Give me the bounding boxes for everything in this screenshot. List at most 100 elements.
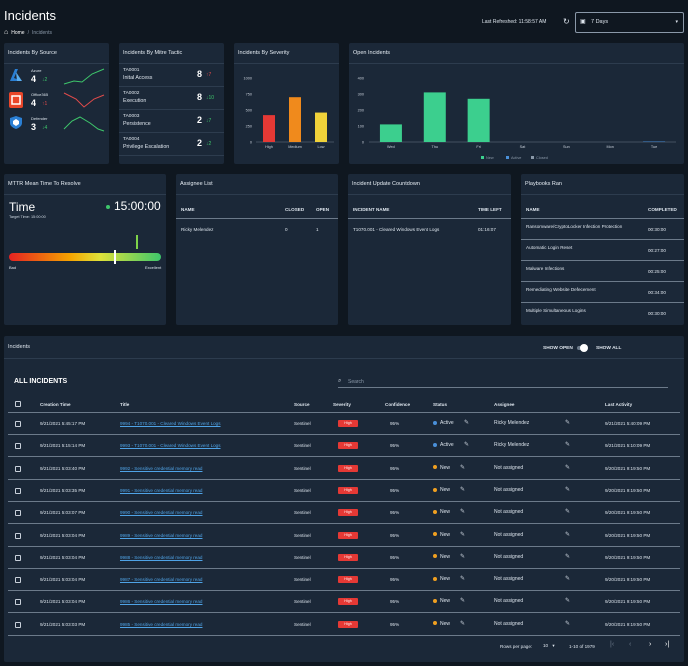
table-row[interactable]: 9/21/2021 5:03:07 PM 9990 - Sensitive cre… [8,502,680,525]
show-open-toggle[interactable] [577,344,588,352]
col-time-left: TIME LEFT [478,207,502,212]
assignee: Not assigned [494,531,524,538]
next-page-icon[interactable]: › [649,641,652,648]
calendar-icon: ▣ [580,19,586,25]
source-count: 4 [31,74,37,84]
countdown-incident: T1070.001 - Cleared Windows Event Logs [353,227,440,232]
last-refreshed: Last Refreshed: 11:58:57 AM [482,19,547,25]
date-range-select[interactable]: ▣ 7 Days ▾ [575,12,684,33]
row-checkbox[interactable] [15,443,21,450]
col-header[interactable]: Creation Time [40,402,71,407]
table-row[interactable]: 9/21/2021 5:03:03 PM 9985 - Sensitive cre… [8,614,680,636]
incident-title-link[interactable]: 9994 - T1070.001 - Cleared Windows Event… [120,421,221,426]
severity-bar[interactable] [289,97,301,142]
edit-assignee-icon[interactable]: ✎ [565,531,571,538]
incident-title-link[interactable]: 9990 - Sensitive credential memory read [120,510,203,516]
rows-per-page-select[interactable]: 10 ▾ [543,643,555,649]
select-all-checkbox[interactable] [15,401,21,407]
table-row[interactable]: 9/21/2021 5:15:14 PM 9993 - T1070.001 - C… [8,435,680,458]
assignee: Not assigned [494,486,524,493]
row-checkbox[interactable] [15,599,21,606]
prev-page-icon[interactable]: ‹ [629,641,632,648]
edit-status-icon[interactable]: ✎ [460,620,466,627]
edit-status-icon[interactable]: ✎ [460,553,466,560]
edit-status-icon[interactable]: ✎ [464,442,470,449]
col-header[interactable]: Last Activity [605,402,633,407]
open-incidents-bar[interactable] [423,92,446,142]
open-incidents-bar[interactable] [379,124,402,142]
incident-title-link[interactable]: 9989 - Sensitive credential memory read [120,532,203,538]
col-header[interactable]: Confidence [385,402,411,407]
table-row[interactable]: 9/21/2021 5:45:17 PM 9994 - T1070.001 - C… [8,413,680,435]
incident-title-link[interactable]: 9993 - T1070.001 - Cleared Windows Event… [120,443,221,449]
search-field[interactable]: ⌕ Search [338,377,668,388]
open-incidents-bar[interactable] [467,98,490,142]
arrow-up-icon: ↑ [42,101,45,107]
incident-title-link[interactable]: 9986 - Sensitive credential memory read [120,599,203,605]
edit-assignee-icon[interactable]: ✎ [565,553,571,560]
table-row[interactable]: 9/21/2021 5:03:04 PM 9988 - Sensitive cre… [8,547,680,569]
edit-assignee-icon[interactable]: ✎ [565,509,571,516]
row-checkbox[interactable] [15,487,21,494]
last-activity: 9/20/2021 9:19:50 PM [605,621,651,627]
edit-assignee-icon[interactable]: ✎ [565,486,571,493]
edit-status-icon[interactable]: ✎ [460,531,466,538]
home-icon[interactable]: ⌂ [4,29,9,36]
edit-assignee-icon[interactable]: ✎ [565,464,571,471]
incident-status: New [433,598,450,604]
row-checkbox[interactable] [15,465,21,472]
incident-source: Sentinel [294,577,311,583]
table-row[interactable]: 9/21/2021 5:03:04 PM 9987 - Sensitive cre… [8,569,680,592]
col-header[interactable]: Status [433,402,448,407]
incident-status: Active [433,420,454,426]
incident-title-link[interactable]: 9991 - Sensitive credential memory read [120,487,203,493]
incident-source: Sentinel [294,421,311,426]
first-page-icon[interactable]: |‹ [610,641,615,648]
table-row[interactable]: 9/21/2021 5:03:35 PM 9991 - Sensitive cre… [8,480,680,502]
edit-assignee-icon[interactable]: ✎ [565,420,571,426]
mitre-delta-value: 10 [208,95,215,101]
table-row[interactable]: 9/21/2021 5:03:04 PM 9986 - Sensitive cre… [8,591,680,614]
open-incidents-chart: 400 300 200 100 0 Wed Thu Fri Sat Sun Mon Tue New Act… [358,77,676,160]
col-header[interactable]: Assignee [494,402,515,407]
table-row[interactable]: 9/21/2021 5:03:04 PM 9989 - Sensitive cre… [8,525,680,547]
row-checkbox[interactable] [15,510,21,517]
incident-title-link[interactable]: 9988 - Sensitive credential memory read [120,554,203,560]
mitre-count: 2 [197,115,203,125]
row-checkbox[interactable] [15,421,21,427]
playbook-name: Automatic Login Reset [526,245,573,250]
playbook-row: Multiple Simultaneous Logins 00:30:00 [521,303,684,324]
edit-assignee-icon[interactable]: ✎ [565,620,571,627]
severity-bar[interactable] [263,115,275,142]
table-row[interactable]: 9/21/2021 5:03:40 PM 9992 - Sensitive cre… [8,458,680,480]
last-page-icon[interactable]: ›| [665,641,670,648]
edit-status-icon[interactable]: ✎ [460,509,466,516]
edit-status-icon[interactable]: ✎ [460,576,466,583]
col-header[interactable]: Source [294,402,310,407]
incident-title-link[interactable]: 9987 - Sensitive credential memory read [120,577,203,583]
row-checkbox[interactable] [15,577,21,584]
edit-assignee-icon[interactable]: ✎ [565,598,571,605]
edit-status-icon[interactable]: ✎ [460,486,466,493]
row-checkbox[interactable] [15,621,21,628]
incident-title-link[interactable]: 9985 - Sensitive credential memory read [120,621,203,627]
edit-status-icon[interactable]: ✎ [464,420,470,426]
col-header[interactable]: Severity [333,402,351,407]
incident-title-link[interactable]: 9992 - Sensitive credential memory read [120,465,203,471]
show-all-label[interactable]: SHOW ALL [596,346,622,351]
edit-assignee-icon[interactable]: ✎ [565,576,571,583]
severity-bar[interactable] [315,112,327,142]
source-count: 4 [31,98,37,108]
refresh-icon[interactable]: ↻ [563,17,570,26]
edit-status-icon[interactable]: ✎ [460,598,466,605]
col-header[interactable]: Title [120,402,130,407]
last-activity: 9/20/2021 9:19:50 PM [605,577,651,583]
search-icon: ⌕ [338,378,342,384]
breadcrumb-home[interactable]: Home [11,29,25,36]
row-checkbox[interactable] [15,554,21,561]
office365-icon [9,92,23,108]
edit-status-icon[interactable]: ✎ [460,464,466,471]
edit-assignee-icon[interactable]: ✎ [565,442,571,449]
status-label: New [440,464,451,471]
row-checkbox[interactable] [15,532,21,539]
